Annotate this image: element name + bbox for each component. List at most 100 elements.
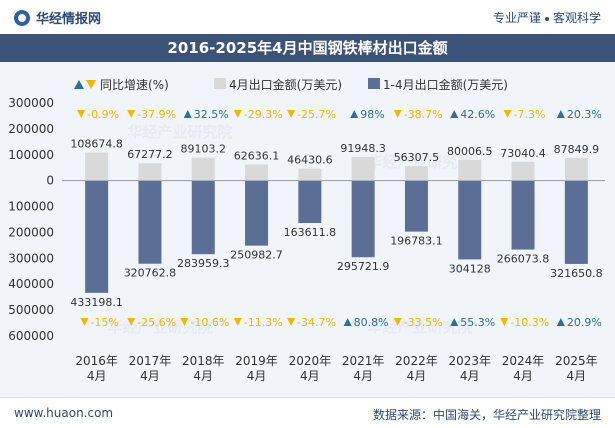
top-bar: 华经情报网 专业严谨 客观科学 [0, 0, 615, 35]
x-tick-label: 2018年 4月 [182, 354, 225, 383]
yoy-monthly-down-triangle-icon [287, 110, 296, 118]
x-tick-label-line: 2017年 [129, 354, 172, 368]
x-tick-label: 2019年 4月 [235, 354, 278, 383]
legend-monthly-label: 4月出口金额(万美元) [229, 77, 342, 92]
yoy-cumulative-down-triangle-icon [180, 318, 189, 326]
yoy-monthly-value: 42.6% [460, 108, 495, 121]
x-tick-label-line: 2025年 [555, 354, 598, 368]
tagline-right: 客观科学 [552, 11, 601, 25]
yoy-monthly-value: 32.5% [194, 108, 229, 121]
yoy-cumulative-value: -10.3% [510, 316, 549, 329]
x-tick-label: 2025年 4月 [555, 354, 598, 383]
x-tick-label-line: 2023年 [448, 354, 491, 368]
legend-monthly-swatch [214, 78, 226, 89]
yoy-cumulative-up-triangle-icon [343, 318, 352, 326]
yoy-monthly-value: -25.7% [297, 108, 336, 121]
x-tick-label-line: 2018年 [182, 354, 225, 368]
x-tick-label: 2024年 4月 [502, 354, 545, 383]
x-tick-label-line: 4月 [460, 369, 480, 383]
yoy-cumulative-value: 80.8% [354, 316, 389, 329]
data-label-monthly: 67277.2 [127, 148, 173, 161]
x-tick-label-line: 2019年 [235, 354, 278, 368]
bar-monthly [85, 152, 109, 181]
yoy-cumulative-value: 55.3% [460, 316, 495, 329]
x-tick-label-line: 4月 [567, 369, 587, 383]
yoy-monthly-down-triangle-icon [127, 110, 136, 118]
data-label-monthly: 80006.5 [447, 145, 493, 158]
bar-monthly [191, 157, 215, 181]
tagline-left: 专业严谨 [492, 11, 541, 25]
yoy-monthly-value: -29.3% [244, 108, 283, 121]
x-tick-label-line: 4月 [513, 369, 533, 383]
bar-monthly [245, 164, 269, 181]
bar-cumulative [85, 180, 109, 293]
yoy-cumulative-value: -10.6% [190, 316, 229, 329]
yoy-monthly-value: -37.9% [137, 108, 176, 121]
brand[interactable]: 华经情报网 [14, 8, 101, 27]
separator-dot-icon [544, 16, 549, 21]
yoy-cumulative-up-triangle-icon [450, 318, 459, 326]
bar-monthly [351, 156, 375, 181]
bar-monthly [511, 161, 535, 181]
data-label-cumulative: 266073.8 [497, 253, 550, 266]
data-label-cumulative: 304128 [449, 262, 491, 275]
x-tick-label-line: 4月 [140, 369, 160, 383]
bar-cumulative [298, 180, 322, 224]
watermark-text: 华经产业研究院 [107, 318, 212, 336]
yoy-cumulative-up-triangle-icon [556, 318, 565, 326]
data-label-cumulative: 433198.1 [70, 296, 123, 309]
x-tick-label: 2023年 4月 [448, 354, 491, 383]
site-url[interactable]: www.huaon.com [14, 406, 114, 420]
yoy-monthly-up-triangle-icon [556, 110, 565, 118]
yoy-cumulative-down-triangle-icon [127, 318, 136, 326]
data-label-cumulative: 295721.9 [337, 260, 390, 273]
yoy-cumulative-value: -15% [90, 316, 118, 329]
y-tick-label: 500000 [8, 303, 54, 317]
watermark-text: 华经产业研究院 [367, 153, 472, 171]
bar-monthly [298, 168, 322, 181]
bar-cumulative [191, 180, 215, 255]
legend-cumulative-swatch [368, 78, 380, 89]
data-label-monthly: 87849.9 [554, 143, 600, 156]
yoy-monthly-value: -38.7% [404, 108, 443, 121]
y-tick-label: 100000 [8, 200, 54, 214]
yoy-monthly-value: 98% [360, 108, 384, 121]
watermark-text: 华经产业研究院 [127, 123, 232, 141]
y-tick-label: 100000 [8, 148, 54, 162]
yoy-monthly-up-triangle-icon [183, 110, 192, 118]
x-tick-label-line: 4月 [300, 369, 320, 383]
bar-cumulative [511, 180, 535, 250]
x-tick-label-line: 4月 [87, 369, 107, 383]
bar-monthly [404, 166, 428, 181]
yoy-monthly-down-triangle-icon [393, 110, 402, 118]
x-tick-label: 2017年 4月 [129, 354, 172, 383]
data-label-monthly: 91948.3 [340, 142, 386, 155]
bar-cumulative [458, 180, 482, 260]
yoy-monthly-value: -0.9% [87, 108, 119, 121]
x-tick-label-line: 2024年 [502, 354, 545, 368]
y-tick-label: 0 [46, 174, 54, 188]
bar-cumulative [564, 180, 588, 264]
bar-cumulative [138, 180, 162, 264]
x-tick-label: 2020年 4月 [289, 354, 332, 383]
yoy-cumulative-value: 20.9% [567, 316, 602, 329]
y-tick-label: 200000 [8, 225, 54, 239]
x-tick-label-line: 2016年 [75, 354, 118, 368]
x-tick-label-line: 4月 [353, 369, 373, 383]
yoy-monthly-down-triangle-icon [77, 110, 86, 118]
x-tick-label-line: 2022年 [395, 354, 438, 368]
data-label-cumulative: 321650.8 [550, 267, 603, 280]
tagline: 专业严谨 客观科学 [493, 9, 601, 26]
yoy-cumulative-down-triangle-icon [500, 318, 509, 326]
bar-cumulative [404, 180, 428, 232]
data-label-monthly: 62636.1 [234, 149, 280, 162]
y-tick-label: 200000 [8, 122, 54, 136]
yoy-cumulative-value: -11.3% [244, 316, 283, 329]
legend-yoy-label: 同比增速(%) [100, 78, 169, 92]
yoy-monthly-value: -7.3% [514, 108, 546, 121]
brand-name: 华经情报网 [36, 12, 102, 27]
yoy-cumulative-down-triangle-icon [233, 318, 242, 326]
x-tick-label-line: 2020年 [289, 354, 332, 368]
x-tick-label-line: 4月 [247, 369, 267, 383]
